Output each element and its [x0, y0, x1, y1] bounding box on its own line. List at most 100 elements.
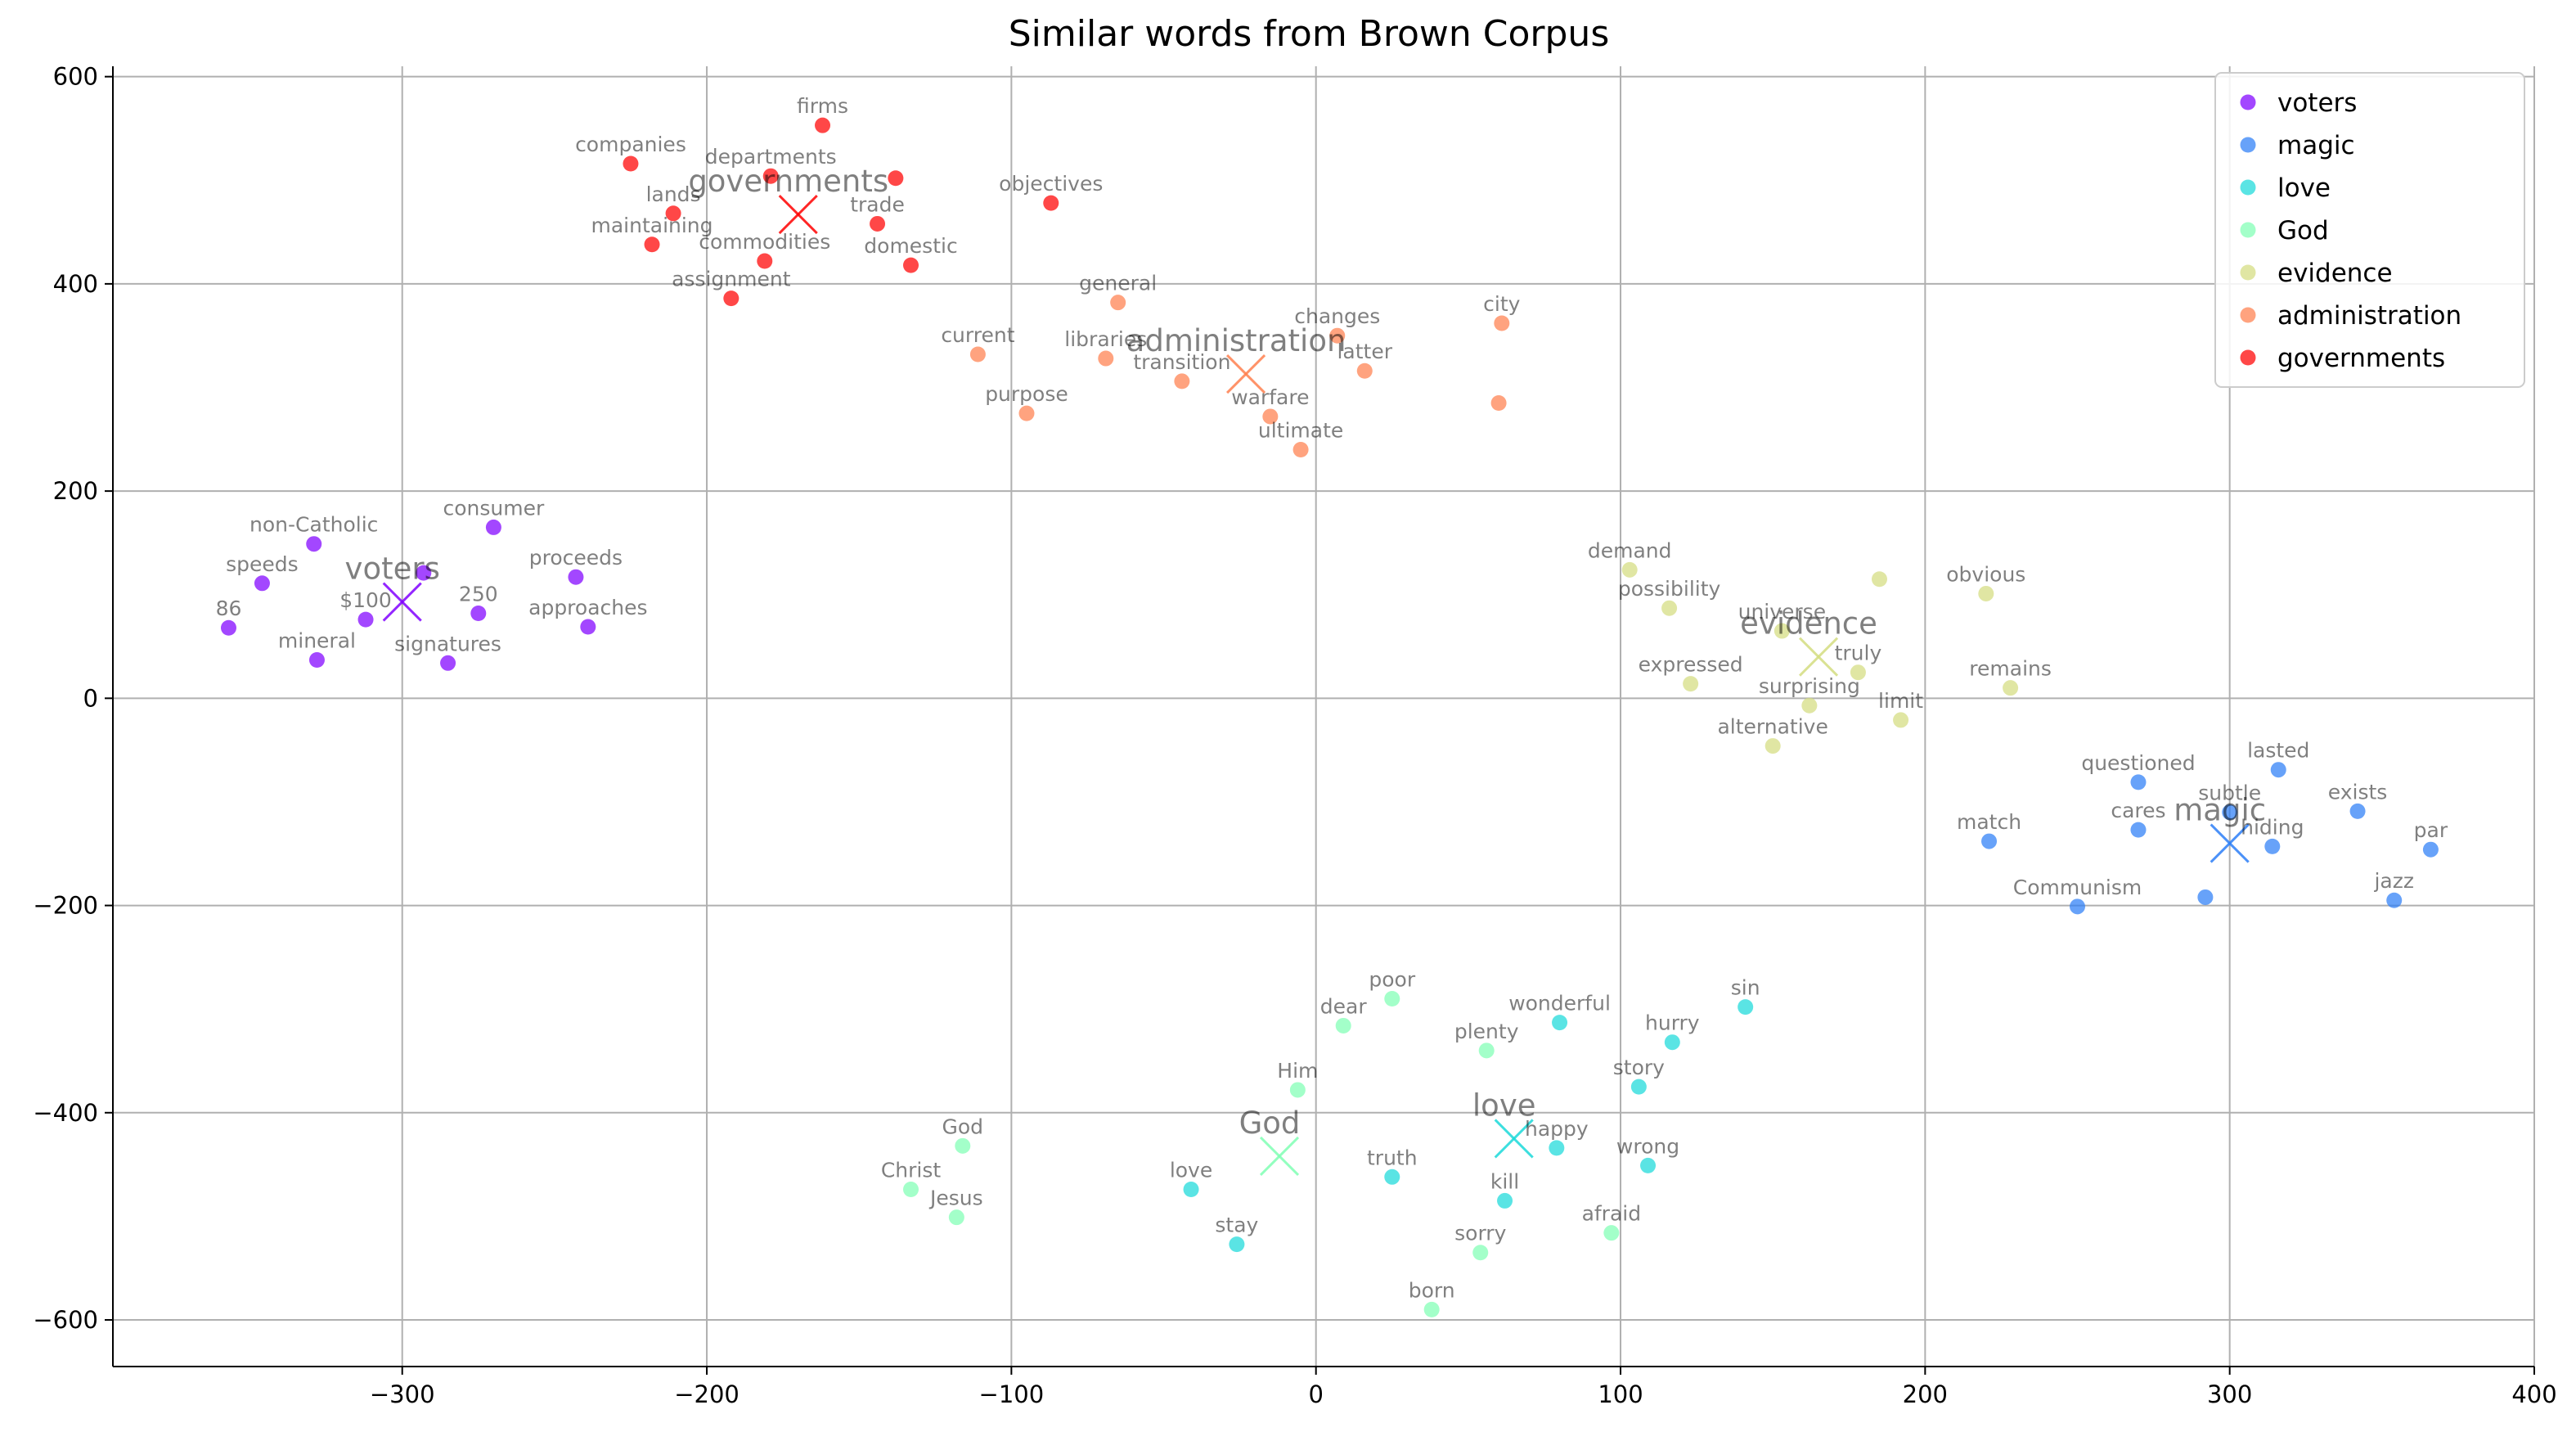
x-tick-label: 400: [2511, 1380, 2556, 1408]
point-label: lasted: [2247, 739, 2309, 763]
point-label: maintaining: [591, 214, 713, 237]
point-label: general: [1079, 272, 1157, 295]
centroid-marker: [778, 194, 818, 235]
scatter-point: [815, 117, 831, 133]
point-label: proceeds: [529, 546, 623, 570]
scatter-point: [2386, 892, 2403, 908]
legend-box: [2214, 72, 2525, 388]
scatter-point: [1384, 1169, 1400, 1185]
scatter-point: [1640, 1157, 1657, 1173]
legend-marker: [2240, 94, 2256, 110]
scatter-point: [440, 655, 456, 671]
point-label: Jesus: [928, 1187, 983, 1210]
scatter-point: [470, 606, 487, 622]
point-label: hurry: [1645, 1011, 1700, 1035]
scatter-point: [357, 611, 374, 628]
y-tick-label: 600: [53, 63, 98, 91]
grid-lines: [113, 66, 2535, 1367]
scatter-point: [757, 253, 773, 269]
scatter-point: [1850, 664, 1866, 681]
scatter-point: [2197, 889, 2214, 905]
legend-marker: [2240, 137, 2256, 153]
centroid-marker: [2210, 823, 2250, 863]
scatter-point: [1801, 697, 1818, 714]
scatter-point: [969, 346, 986, 363]
point-label: story: [1613, 1056, 1665, 1079]
centroid-stroke: [1494, 1119, 1534, 1159]
scatter-point: [888, 170, 904, 187]
point-label: obvious: [1946, 562, 2025, 586]
y-tick-label: −600: [33, 1306, 98, 1334]
point-label: assignment: [672, 268, 791, 291]
scatter-point: [308, 651, 325, 668]
scatter-point: [2130, 822, 2147, 838]
scatter-point: [1661, 600, 1678, 616]
point-label: born: [1409, 1278, 1455, 1302]
centroid-stroke: [382, 582, 422, 622]
y-tick-label: 0: [83, 684, 98, 712]
legend-label: God: [2277, 216, 2329, 245]
scatter-point: [1978, 585, 1994, 601]
y-tick-label: 400: [53, 270, 98, 298]
legend: voters magic love God evidence administration…: [2214, 72, 2525, 388]
point-label: expressed: [1639, 653, 1743, 677]
point-label: subtle: [2198, 781, 2261, 805]
legend-label: evidence: [2277, 259, 2393, 288]
centroid-stroke: [778, 194, 818, 235]
point-label: surprising: [1759, 674, 1860, 698]
scatter-point: [644, 236, 660, 253]
scatter-point: [306, 536, 322, 552]
point-label: Him: [1277, 1059, 1318, 1083]
legend-marker: [2240, 222, 2256, 238]
scatter-point: [2422, 841, 2439, 858]
axes: [112, 66, 2534, 1367]
centroid-label: God: [1239, 1106, 1301, 1141]
scatter-point: [1621, 561, 1638, 578]
point-label: love: [1170, 1158, 1212, 1182]
point-label: current: [941, 323, 1014, 347]
legend-label: voters: [2277, 88, 2357, 118]
point-label: non-Catholic: [250, 513, 378, 537]
point-label: demand: [1588, 538, 1672, 562]
point-label: dear: [1320, 994, 1368, 1018]
point-label: 86: [216, 597, 242, 620]
scatter-point: [1183, 1181, 1199, 1197]
point-label: ultimate: [1258, 418, 1343, 442]
point-label: God: [942, 1115, 984, 1138]
scatter-point: [665, 205, 681, 222]
y-tick-label: 200: [53, 477, 98, 505]
scatter-point: [762, 168, 779, 184]
scatter-point: [1497, 1192, 1513, 1209]
scatter-point: [948, 1209, 964, 1226]
centroid-stroke: [2210, 823, 2250, 863]
point-label: sin: [1731, 976, 1760, 1000]
x-tick-label: −300: [370, 1380, 435, 1408]
point-label: consumer: [443, 496, 545, 520]
point-label: Christ: [881, 1158, 942, 1182]
centroid-label: magic: [2174, 793, 2266, 828]
point-label: wrong: [1616, 1134, 1679, 1158]
scatter-point: [1174, 373, 1190, 390]
point-label: lands: [646, 182, 701, 206]
point-label: speeds: [226, 552, 299, 576]
point-label: 250: [459, 583, 498, 606]
scatter-point: [1110, 295, 1126, 311]
scatter-point: [1603, 1225, 1620, 1241]
scatter-point: [1494, 315, 1510, 331]
point-label: jazz: [2373, 869, 2414, 893]
point-label: approaches: [528, 596, 647, 619]
centroid-label: governments: [688, 164, 888, 199]
point-label: companies: [575, 133, 686, 156]
point-label: firms: [797, 94, 848, 118]
point-label: libraries: [1064, 327, 1147, 351]
centroid-label: voters: [345, 552, 440, 587]
scatter-point: [870, 215, 886, 232]
scatter-point: [580, 619, 596, 635]
x-tick-label: 100: [1598, 1380, 1643, 1408]
scatter-point: [1490, 394, 1507, 411]
scatter-point: [1549, 1140, 1565, 1156]
point-label: possibility: [1618, 577, 1721, 601]
point-label: signatures: [394, 632, 501, 655]
centroid-marker: [382, 582, 422, 622]
